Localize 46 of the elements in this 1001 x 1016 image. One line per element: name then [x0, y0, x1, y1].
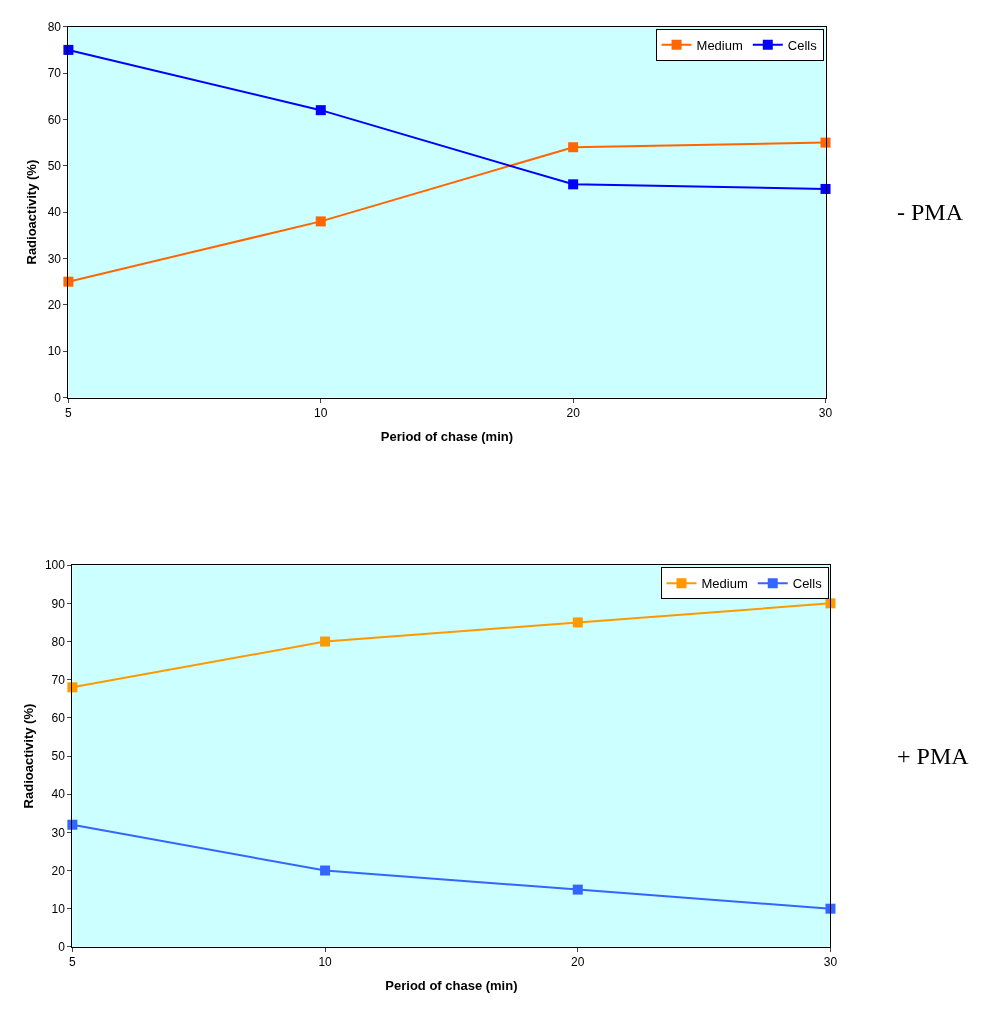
- text: - PMA: [897, 199, 964, 225]
- y-tick-label: 70: [47, 66, 62, 81]
- y-tick-label: 30: [47, 251, 62, 266]
- y-tick-label: 80: [51, 634, 66, 649]
- legend-label: Cells: [787, 37, 818, 53]
- legend-label: Medium: [701, 576, 748, 592]
- y-tick-label: 60: [47, 112, 62, 127]
- y-tick-label: 70: [51, 672, 66, 687]
- y-tick-label: 20: [47, 298, 62, 313]
- x-tick-label: 30: [823, 955, 838, 970]
- point: [320, 636, 331, 647]
- y-tick-label: 60: [51, 711, 66, 726]
- y-tick-label: 50: [47, 158, 62, 173]
- legend-label: Medium: [696, 37, 743, 53]
- x-tick-label: 20: [566, 405, 581, 420]
- x-axis-title: Period of chase (min): [385, 977, 518, 993]
- x-tick-label: 5: [65, 405, 73, 420]
- y-tick-label: 0: [54, 390, 62, 405]
- point: [320, 865, 331, 876]
- x-tick-label: 5: [69, 955, 77, 970]
- x-axis-title: Period of chase (min): [380, 428, 514, 444]
- x-tick-label: 10: [314, 405, 328, 420]
- point: [315, 105, 326, 116]
- y-tick-label: 30: [51, 825, 66, 840]
- point: [568, 142, 579, 153]
- y-tick-label: 20: [51, 863, 66, 878]
- point: [315, 216, 326, 227]
- point: [568, 179, 579, 190]
- point: [572, 617, 583, 628]
- y-axis-title: Radioactivity (%): [20, 703, 36, 809]
- x-tick-label: 30: [818, 405, 833, 420]
- x-tick-label: 10: [318, 955, 333, 970]
- y-tick-label: 80: [47, 19, 62, 34]
- y-tick-label: 100: [44, 558, 66, 573]
- text: + PMA: [897, 743, 970, 769]
- point: [572, 884, 583, 895]
- y-tick-label: 10: [47, 344, 62, 359]
- x-tick-label: 20: [571, 955, 585, 970]
- y-tick-label: 40: [47, 205, 62, 220]
- legend-label: Cells: [792, 576, 823, 592]
- y-tick-label: 50: [51, 749, 66, 764]
- y-tick-label: 90: [51, 596, 66, 611]
- y-axis-title: Radioactivity (%): [23, 159, 39, 265]
- y-tick-label: 10: [51, 901, 66, 916]
- y-tick-label: 40: [51, 787, 66, 802]
- y-tick-label: 0: [58, 940, 66, 955]
